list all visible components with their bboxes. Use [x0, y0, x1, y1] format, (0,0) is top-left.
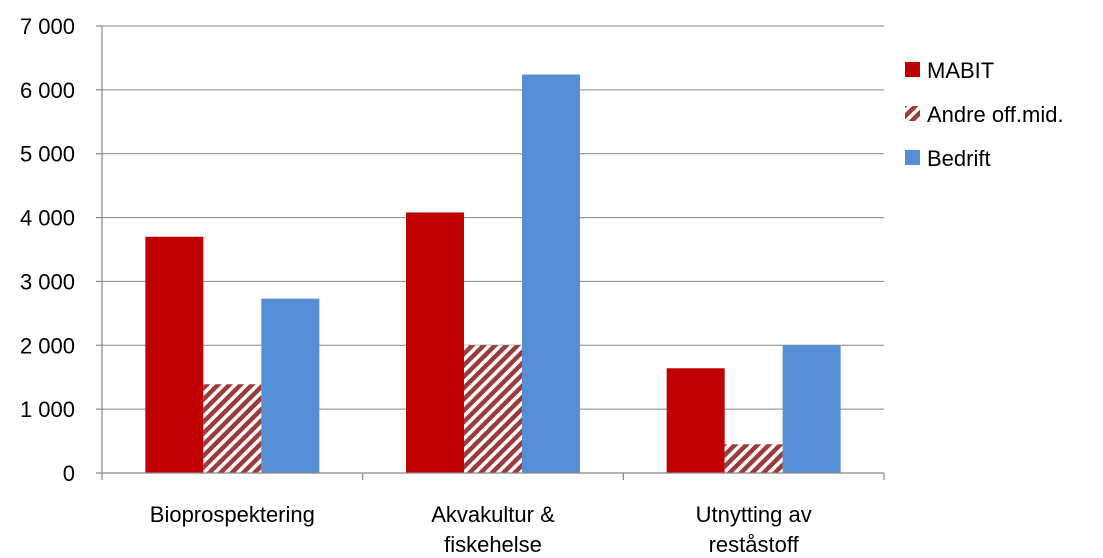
- bar-mabit-1: [406, 212, 464, 473]
- x-category-label-line: reståstoff: [709, 532, 800, 557]
- legend-swatch: [905, 150, 920, 165]
- x-category-label-line: fiskehelse: [444, 532, 542, 557]
- bar-andre-off-mid-2: [724, 444, 783, 473]
- x-category-label: Akvakultur & fiskehelse: [431, 502, 555, 557]
- legend-label: Andre off.mid.: [927, 102, 1064, 127]
- x-category-label-line: Utnytting av: [696, 502, 812, 527]
- y-tick-label: 0: [63, 461, 75, 486]
- bar-andre-off-mid-1: [464, 345, 522, 473]
- y-tick-label: 2 000: [20, 333, 75, 358]
- y-axis-ticks: 0 1 000 2 000 3 000 4 000 5 000 6 000 7 000: [20, 14, 102, 486]
- x-category-label: Utnytting av reståstoff: [696, 502, 812, 557]
- bar-andre-off-mid-0: [203, 384, 262, 473]
- y-tick-label: 1 000: [20, 397, 75, 422]
- y-tick-label: 4 000: [20, 206, 75, 231]
- bar-mabit-2: [666, 368, 725, 473]
- gridlines: [102, 25, 884, 410]
- x-category-label-line: Bioprospektering: [150, 502, 315, 527]
- legend-label: Bedrift: [927, 146, 991, 171]
- x-category-label: Bioprospektering: [150, 502, 315, 527]
- bar-mabit-0: [145, 236, 204, 473]
- axes: [101, 26, 885, 480]
- bar-bedrift-1: [522, 74, 580, 473]
- bar-bedrift-2: [782, 345, 841, 473]
- legend-swatch: [905, 62, 920, 77]
- legend: MABIT Andre off.mid. Bedrift: [905, 58, 1064, 171]
- legend-swatch: [905, 106, 920, 121]
- y-tick-label: 3 000: [20, 269, 75, 294]
- legend-label: MABIT: [927, 58, 994, 83]
- x-category-label-line: Akvakultur &: [431, 502, 555, 527]
- y-tick-label: 5 000: [20, 142, 75, 167]
- x-axis-categories: Bioprospektering Akvakultur & fiskehelse Ut…: [150, 502, 812, 557]
- bars: [145, 74, 841, 473]
- y-tick-label: 6 000: [20, 78, 75, 103]
- y-tick-label: 7 000: [20, 14, 75, 39]
- bar-bedrift-0: [261, 298, 320, 473]
